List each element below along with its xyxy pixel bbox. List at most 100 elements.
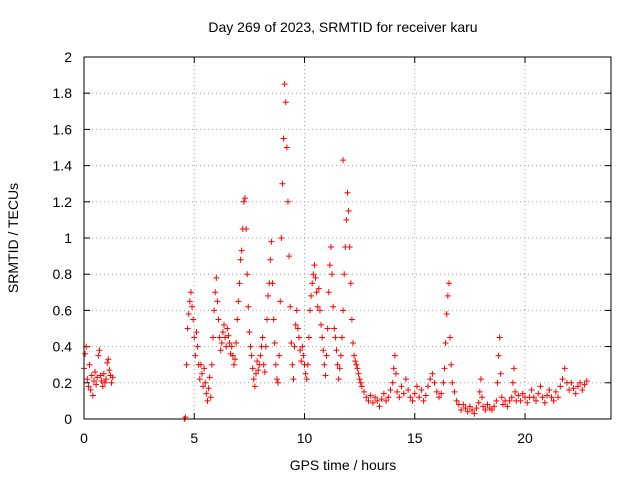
data-point [237, 256, 244, 263]
data-point [192, 352, 199, 359]
data-point [310, 271, 317, 278]
data-point [504, 403, 511, 410]
y-axis-ticks: 0 0.2 0.4 0.6 0.8 1 1.2 1.4 1.6 1.8 2 [53, 49, 611, 427]
data-point [101, 379, 108, 386]
data-point [324, 325, 331, 332]
data-point [533, 397, 540, 404]
data-point [494, 379, 501, 386]
data-point [248, 352, 255, 359]
data-point [204, 397, 211, 404]
data-point [84, 376, 91, 383]
data-point [193, 329, 200, 336]
data-point [499, 401, 506, 408]
data-point [493, 397, 500, 404]
data-point [241, 195, 248, 202]
x-tick-label: 15 [407, 430, 423, 446]
data-point [326, 262, 333, 269]
data-point [89, 392, 96, 399]
data-point [215, 316, 222, 323]
data-point [473, 405, 480, 412]
data-point [303, 376, 310, 383]
data-point [198, 370, 205, 377]
data-point [550, 397, 557, 404]
x-tick-label: 20 [517, 430, 533, 446]
data-point [330, 303, 337, 310]
data-point [245, 303, 252, 310]
data-point [496, 334, 503, 341]
data-point [365, 397, 372, 404]
data-point [202, 379, 209, 386]
data-point [284, 198, 291, 205]
data-point [429, 370, 436, 377]
data-point [552, 388, 559, 395]
data-point [488, 406, 495, 413]
data-point [311, 262, 318, 269]
data-point [287, 303, 294, 310]
data-point [448, 361, 455, 368]
data-point [222, 334, 229, 341]
data-point [367, 392, 374, 399]
data-point [109, 374, 116, 381]
data-point [353, 361, 360, 368]
data-point [337, 352, 344, 359]
data-point [546, 387, 553, 394]
data-point [557, 383, 564, 390]
data-point [510, 365, 517, 372]
data-point [298, 358, 305, 365]
data-point [350, 339, 357, 346]
data-point [443, 311, 450, 318]
data-point [262, 343, 269, 350]
data-point [286, 253, 293, 260]
data-point [323, 352, 330, 359]
data-point [378, 396, 385, 403]
data-point [491, 403, 498, 410]
data-point [236, 280, 243, 287]
x-tick-label: 0 [80, 430, 88, 446]
data-point [566, 387, 573, 394]
data-point [265, 292, 272, 299]
data-point [394, 388, 401, 395]
plot-border [83, 56, 612, 420]
data-point [506, 397, 513, 404]
y-tick-label: 1.6 [53, 121, 73, 137]
data-point [280, 135, 287, 142]
data-point [559, 376, 566, 383]
data-point [332, 334, 339, 341]
data-point [92, 368, 99, 375]
data-point [568, 379, 575, 386]
data-point [480, 403, 487, 410]
data-point [234, 316, 241, 323]
data-point [200, 383, 207, 390]
data-point [240, 198, 247, 205]
data-point [509, 379, 516, 386]
data-point [393, 370, 400, 377]
data-point [515, 392, 522, 399]
data-point [299, 343, 306, 350]
x-axis-ticks: 0 5 10 15 20 [80, 57, 533, 446]
data-point [238, 247, 245, 254]
data-point [201, 365, 208, 372]
data-point [211, 307, 218, 314]
x-axis-label: GPS time / hours [290, 457, 397, 473]
data-point [208, 361, 215, 368]
data-point [228, 343, 235, 350]
data-point [409, 397, 416, 404]
data-point [304, 361, 311, 368]
y-tick-label: 0 [64, 411, 72, 427]
data-point [383, 397, 390, 404]
data-point [345, 207, 352, 214]
data-point [291, 343, 298, 350]
y-tick-label: 1 [64, 230, 72, 246]
data-point [184, 325, 191, 332]
data-point [225, 332, 232, 339]
grid-lines [84, 57, 611, 419]
data-point [447, 334, 454, 341]
data-point [413, 383, 420, 390]
data-point [194, 343, 201, 350]
data-point [187, 289, 194, 296]
data-point [390, 365, 397, 372]
data-point [442, 339, 449, 346]
data-point [346, 244, 353, 251]
data-point [441, 365, 448, 372]
data-point [436, 394, 443, 401]
